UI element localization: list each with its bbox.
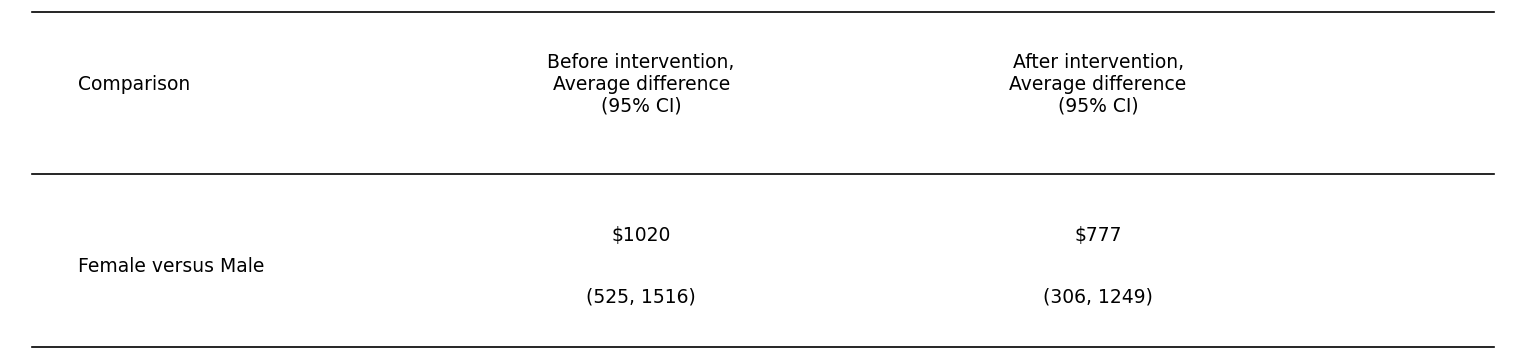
Text: Before intervention,
Average difference
(95% CI): Before intervention, Average difference … [548, 53, 736, 116]
Text: (306, 1249): (306, 1249) [1044, 287, 1154, 306]
Text: Comparison: Comparison [78, 75, 189, 94]
Text: $777: $777 [1074, 226, 1122, 245]
Text: Female versus Male: Female versus Male [78, 257, 264, 276]
Text: (525, 1516): (525, 1516) [586, 287, 696, 306]
Text: After intervention,
Average difference
(95% CI): After intervention, Average difference (… [1010, 53, 1187, 116]
Text: $1020: $1020 [612, 226, 671, 245]
